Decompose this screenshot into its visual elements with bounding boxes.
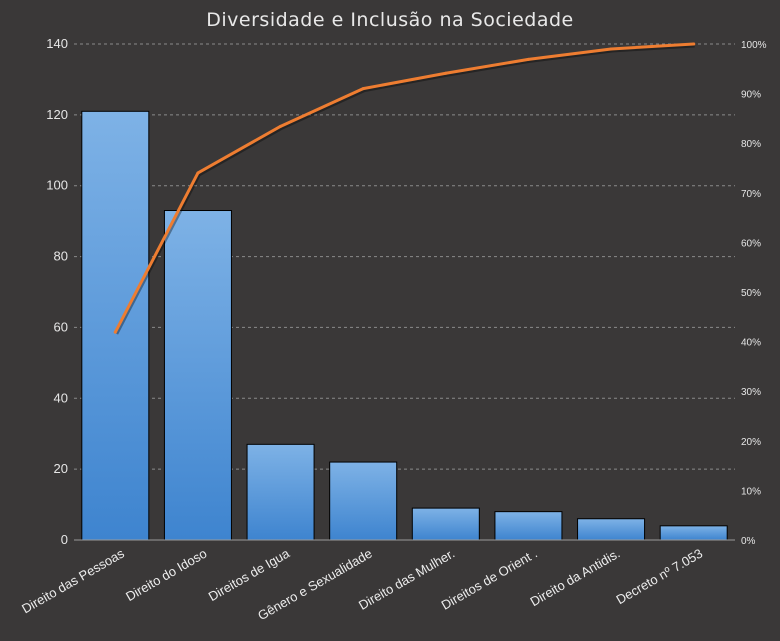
bar-series bbox=[81, 110, 728, 541]
y2-tick-label: 80% bbox=[741, 139, 761, 150]
y2-tick-label: 90% bbox=[741, 90, 761, 101]
y-tick-label: 40 bbox=[54, 390, 68, 405]
cumulative-line-series bbox=[113, 42, 696, 335]
y-tick-label: 20 bbox=[54, 461, 68, 476]
y-tick-label: 140 bbox=[46, 36, 68, 51]
y-tick-label: 0 bbox=[61, 532, 68, 547]
chart-title: Diversidade e Inclusão na Sociedade bbox=[206, 9, 573, 31]
y2-tick-label: 60% bbox=[741, 238, 761, 249]
y-axis-secondary: 0% 10% 20% 30% 40% 50% 60% 70% 80% 90% 100% bbox=[741, 40, 767, 547]
y-tick-label: 80 bbox=[54, 249, 68, 264]
bar bbox=[329, 461, 398, 541]
cumulative-line bbox=[113, 42, 696, 334]
y2-tick-label: 40% bbox=[741, 338, 761, 349]
y2-tick-label: 0% bbox=[741, 536, 756, 547]
y2-tick-label: 100% bbox=[741, 40, 767, 51]
bar bbox=[577, 518, 646, 541]
y-axis-primary: 0 20 40 60 80 100 120 140 bbox=[46, 36, 68, 547]
y-tick-label: 100 bbox=[46, 178, 68, 193]
y2-tick-label: 30% bbox=[741, 387, 761, 398]
line-point bbox=[196, 171, 200, 175]
bar bbox=[659, 525, 728, 541]
y2-tick-label: 20% bbox=[741, 437, 761, 448]
bar bbox=[163, 210, 232, 541]
y2-tick-label: 10% bbox=[741, 486, 761, 497]
line-point bbox=[113, 330, 117, 334]
y-tick-label: 60 bbox=[54, 319, 68, 334]
line-shadow bbox=[114, 43, 695, 335]
line-point bbox=[526, 57, 530, 61]
line-point bbox=[279, 124, 283, 128]
bar bbox=[411, 507, 480, 541]
line-point bbox=[692, 42, 696, 46]
line-point bbox=[609, 47, 613, 51]
line-point bbox=[361, 87, 365, 91]
bar bbox=[494, 511, 563, 541]
y-tick-label: 120 bbox=[46, 107, 68, 122]
y2-tick-label: 50% bbox=[741, 288, 761, 299]
line-point bbox=[444, 71, 448, 75]
bar bbox=[81, 110, 150, 541]
bar bbox=[246, 443, 315, 541]
y2-tick-label: 70% bbox=[741, 189, 761, 200]
